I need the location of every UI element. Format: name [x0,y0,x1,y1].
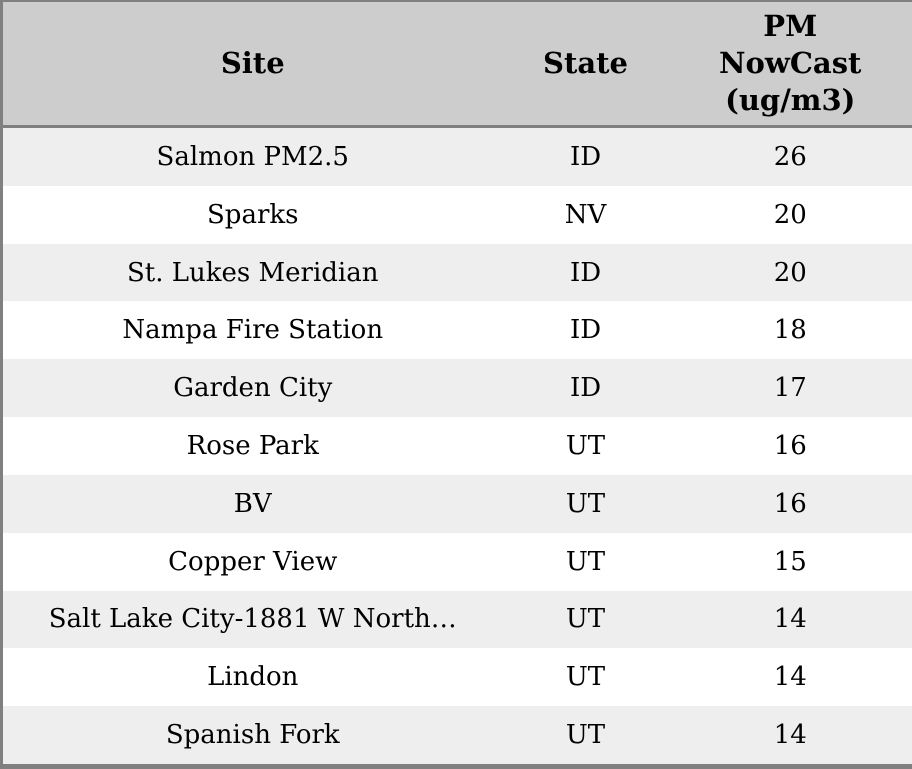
pm-nowcast-cell: 16 [773,430,807,461]
site-cell: Sparks [207,199,299,230]
site-cell: Rose Park [186,430,319,461]
table-body: Salmon PM2.5 ID 26 Sparks NV 20 St. Lukes Meri… [1,126,912,767]
pm-nowcast-cell: 18 [773,315,807,346]
state-cell: ID [569,257,602,288]
table-row: St. Lukes Meridian ID 20 [1,243,912,302]
state-cell: UT [565,430,606,461]
site-cell: Spanish Fork [165,720,340,751]
state-cell: UT [565,720,606,751]
column-header-site: Site [1,1,503,128]
state-cell: ID [569,373,602,404]
site-cell: Salmon PM2.5 [156,141,349,172]
site-cell: Garden City [173,373,333,404]
state-cell: UT [565,604,606,635]
pm-nowcast-cell: 14 [773,604,807,635]
table-header: Site State PM NowCast (ug/m3) [1,1,912,128]
site-cell: Salt Lake City-1881 W North… [48,604,457,635]
pm-nowcast-cell: 17 [773,373,807,404]
table-row: Copper View UT 15 [1,532,912,591]
state-cell: UT [565,662,606,693]
header-row: Site State PM NowCast (ug/m3) [1,1,912,128]
table-row: BV UT 16 [1,474,912,533]
state-cell: UT [565,546,606,577]
pm-nowcast-cell: 20 [773,257,807,288]
site-cell: Copper View [168,546,338,577]
table-row: Spanish Fork UT 14 [1,706,912,767]
pm-nowcast-cell: 15 [773,546,807,577]
state-cell: UT [565,488,606,519]
column-header-site-label: Site [220,46,285,81]
table-row: Sparks NV 20 [1,185,912,244]
column-header-state-label: State [543,46,628,81]
pm-nowcast-cell: 14 [773,720,807,751]
pm-nowcast-cell: 14 [773,662,807,693]
site-cell: Lindon [207,662,299,693]
site-cell: Nampa Fire Station [122,315,384,346]
pm-nowcast-cell: 26 [773,141,807,172]
table-row: Nampa Fire Station ID 18 [1,301,912,360]
state-cell: ID [569,315,602,346]
table-row: Lindon UT 14 [1,648,912,707]
state-cell: NV [564,199,607,230]
column-header-pm-nowcast: PM NowCast (ug/m3) [668,1,912,128]
table-row: Salmon PM2.5 ID 26 [1,126,912,186]
state-cell: ID [569,141,602,172]
table-row: Rose Park UT 16 [1,417,912,475]
table-row: Garden City ID 17 [1,359,912,418]
table-row: Salt Lake City-1881 W North… UT 14 [1,590,912,649]
column-header-state: State [502,1,669,128]
site-cell: St. Lukes Meridian [126,257,379,288]
pm-nowcast-cell: 16 [773,488,807,519]
pm-nowcast-cell: 20 [773,199,807,230]
column-header-pm-nowcast-label: PM NowCast (ug/m3) [719,9,862,117]
site-cell: BV [233,488,272,519]
